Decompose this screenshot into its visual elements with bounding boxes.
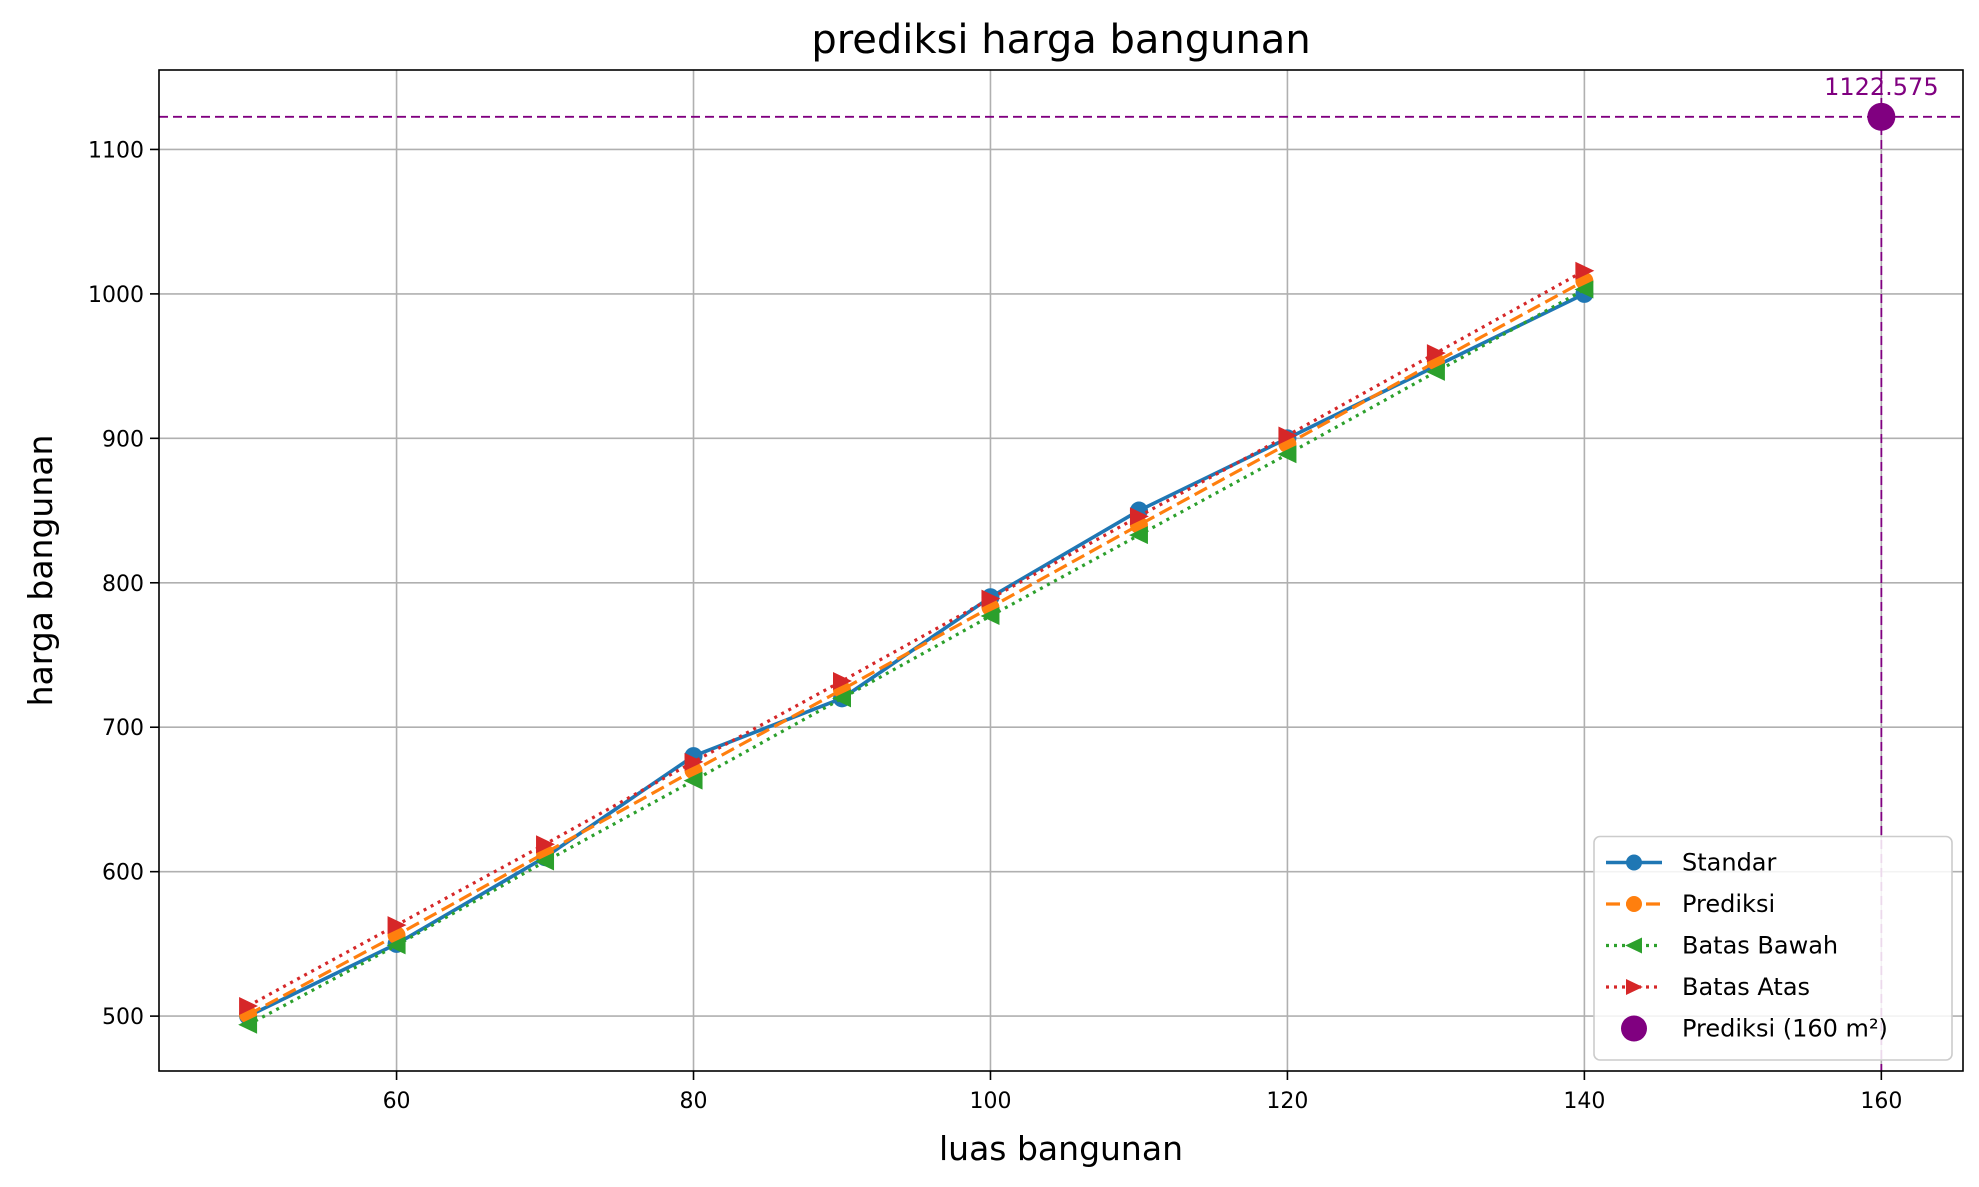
legend-label-standar: Standar: [1682, 849, 1777, 877]
data-point-batas-bawah: [238, 1015, 258, 1034]
legend-label-batas-bawah: Batas Bawah: [1682, 932, 1838, 960]
highlight-value-label: 1122.575: [1824, 73, 1939, 101]
data-point-batas-bawah: [1129, 526, 1148, 545]
data-point-batas-atas: [1129, 507, 1149, 526]
data-point-batas-atas: [1575, 261, 1595, 280]
data-point-batas-atas: [536, 835, 555, 854]
x-axis-title: luas bangunan: [939, 1129, 1183, 1168]
data-point-batas-bawah: [832, 689, 851, 708]
legend-label-prediksi-160-m: Prediksi (160 m²): [1682, 1015, 1888, 1043]
legend-item-batas-atas: Batas Atas: [1606, 973, 1810, 1001]
data-point-batas-atas: [1426, 344, 1446, 363]
data-point-batas-atas: [981, 589, 1001, 608]
y-tick-label: 1100: [88, 138, 144, 163]
series-layer: [238, 261, 1595, 1034]
legend-label-batas-atas: Batas Atas: [1682, 973, 1810, 1001]
data-point-batas-bawah: [386, 936, 406, 955]
data-point-batas-atas: [1278, 426, 1298, 445]
y-tick-label: 500: [102, 1005, 144, 1030]
series-batas-atas: [239, 261, 1595, 1015]
highlight-layer: 1122.575: [1824, 73, 1939, 131]
data-point-batas-atas: [387, 916, 407, 935]
x-tick-label: 120: [1266, 1089, 1308, 1114]
y-tick-label: 800: [102, 572, 144, 597]
x-tick-label: 100: [969, 1089, 1011, 1114]
y-axis-ticks: 500 600 700 800 900 1000 1100: [88, 138, 159, 1030]
legend-marker-batas-atas: [1626, 979, 1643, 995]
legend: Standar Prediksi Batas Bawah Batas Atas Pred…: [1593, 835, 1953, 1061]
data-point-batas-atas: [684, 752, 704, 771]
x-axis-ticks: 60 80 100 120 140 160: [383, 1071, 1902, 1114]
legend-item-prediksi: Prediksi: [1606, 890, 1775, 918]
data-point-batas-atas: [239, 997, 258, 1015]
data-point-batas-bawah: [683, 771, 703, 790]
data-point-batas-bawah: [1426, 362, 1445, 381]
legend-marker-prediksi: [1626, 896, 1642, 912]
chart-title: prediksi harga bangunan: [811, 17, 1310, 63]
legend-marker-standar: [1626, 854, 1642, 871]
highlight-point: [1867, 102, 1896, 131]
legend-item-standar: Standar: [1606, 849, 1777, 877]
data-point-batas-bawah: [980, 607, 1000, 625]
series-batas-bawah: [238, 280, 1594, 1034]
series-line-prediksi: [247, 279, 1586, 1017]
plot-frame: [158, 69, 1964, 1072]
data-point-batas-bawah: [535, 852, 555, 871]
data-point-batas-bawah: [1574, 280, 1594, 299]
legend-marker-batas-bawah: [1625, 937, 1642, 954]
legend-label-prediksi: Prediksi: [1682, 890, 1775, 918]
y-tick-label: 600: [102, 861, 144, 886]
legend-item-prediksi-160-m: Prediksi (160 m²): [1621, 1015, 1888, 1043]
y-tick-label: 1000: [88, 283, 144, 308]
y-axis-title: harga bangunan: [21, 435, 60, 707]
legend-item-batas-bawah: Batas Bawah: [1606, 932, 1838, 960]
x-tick-label: 140: [1563, 1089, 1605, 1114]
x-tick-label: 160: [1860, 1089, 1902, 1114]
series-line-batas-atas: [247, 269, 1586, 1008]
y-tick-label: 700: [102, 716, 144, 741]
data-point-batas-bawah: [1277, 445, 1297, 464]
legend-marker-prediksi-160-m: [1621, 1015, 1647, 1042]
x-tick-label: 60: [383, 1089, 411, 1114]
legend-box: [1593, 835, 1953, 1061]
data-point-batas-atas: [832, 672, 852, 690]
x-tick-label: 80: [680, 1089, 708, 1114]
y-tick-label: 900: [102, 427, 144, 452]
series-line-batas-bawah: [247, 288, 1586, 1027]
